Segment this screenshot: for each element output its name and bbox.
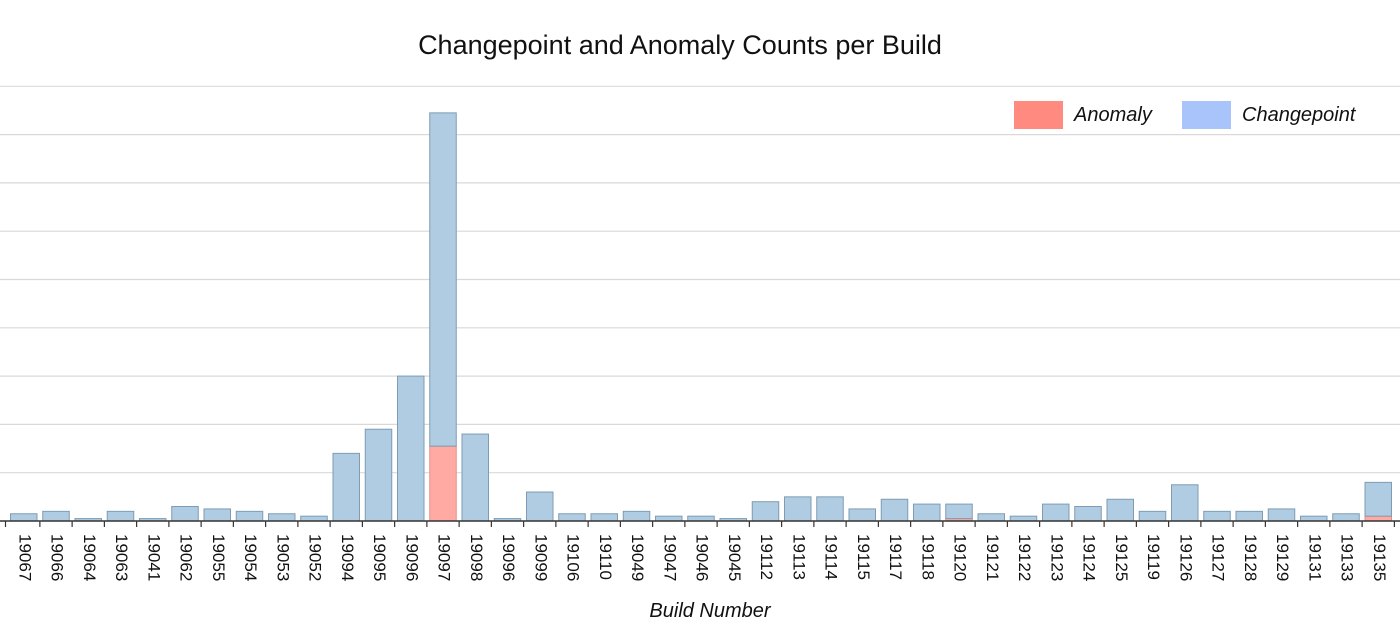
x-tick-label: 19120 <box>951 534 970 581</box>
bar-changepoint <box>1171 484 1199 522</box>
bar-changepoint <box>397 375 425 522</box>
x-tick-label: 19046 <box>693 534 712 581</box>
bar-changepoint <box>1138 510 1167 522</box>
legend-item-anomaly[interactable]: Anomaly <box>1014 101 1152 129</box>
x-tick-label: 19122 <box>1015 534 1034 581</box>
x-tick-label: 19121 <box>983 534 1002 581</box>
bar-changepoint <box>1364 481 1392 517</box>
bar-changepoint <box>784 496 812 522</box>
x-tick-label: 19097 <box>435 534 454 581</box>
x-tick-label: 19123 <box>1047 534 1066 581</box>
bar-changepoint <box>364 428 393 522</box>
x-tick-label: 19117 <box>886 534 905 580</box>
legend-swatch-anomaly <box>1014 101 1063 129</box>
x-tick-label: 19066 <box>48 534 67 581</box>
x-tick-label: 19119 <box>1144 534 1163 580</box>
bars <box>10 112 1392 522</box>
bar-changepoint <box>977 513 1005 522</box>
x-tick-label: 19099 <box>531 534 550 581</box>
bar-changepoint <box>171 506 199 522</box>
bar-changepoint <box>880 498 909 522</box>
x-tick-label: 19131 <box>1305 534 1324 581</box>
x-tick-label: 19096 <box>499 534 518 581</box>
x-tick-label: 19126 <box>1176 534 1195 581</box>
bar-changepoint <box>1106 498 1134 522</box>
x-tick-label: 19112 <box>757 534 776 580</box>
legend-label-anomaly: Anomaly <box>1074 103 1152 126</box>
x-axis <box>0 520 1400 527</box>
x-tick-label: 19125 <box>1112 534 1131 581</box>
bar-changepoint <box>751 501 780 522</box>
bar-changepoint <box>203 508 231 522</box>
bar-changepoint <box>1203 510 1231 522</box>
x-tick-label: 19047 <box>660 534 679 581</box>
x-tick-label: 19063 <box>112 534 131 581</box>
legend-item-changepoint[interactable]: Changepoint <box>1182 101 1355 129</box>
x-tick-label: 19128 <box>1241 534 1260 581</box>
bar-changepoint <box>848 508 876 522</box>
x-tick-label: 19124 <box>1080 534 1099 581</box>
bar-changepoint <box>913 503 941 522</box>
bar-changepoint <box>235 510 264 522</box>
x-tick-label: 19135 <box>1370 534 1389 581</box>
x-tick-label: 19113 <box>789 534 808 580</box>
x-tick-label: 19115 <box>854 534 873 580</box>
bar-changepoint <box>268 513 296 522</box>
bar-changepoint <box>558 513 586 522</box>
x-tick-label: 19095 <box>370 534 389 581</box>
bar-changepoint <box>106 510 135 522</box>
bar-changepoint <box>816 496 844 522</box>
x-tick-label: 19133 <box>1338 534 1357 581</box>
bar-changepoint <box>1042 503 1070 522</box>
x-tick-label: 19127 <box>1209 534 1228 581</box>
x-tick-label: 19041 <box>144 534 163 581</box>
x-tick-label: 19110 <box>596 534 615 580</box>
bar-changepoint <box>590 513 618 522</box>
x-axis-title: Build Number <box>649 600 771 622</box>
x-tick-label: 19064 <box>80 534 99 581</box>
bar-changepoint <box>10 513 38 522</box>
x-tick-label: 19118 <box>918 534 937 580</box>
x-tick-labels: 19067 19066 19064 19063 19041 19062 19055 19054… <box>15 534 1389 581</box>
bar-changepoint <box>1235 510 1263 522</box>
bar-changepoint <box>42 510 70 522</box>
x-tick-label: 19114 <box>822 534 841 580</box>
bar-changepoint <box>461 433 489 522</box>
gridlines <box>0 85 1400 474</box>
x-tick-label: 19045 <box>725 534 744 581</box>
bar-changepoint <box>1074 506 1102 522</box>
x-tick-label: 19053 <box>273 534 292 581</box>
x-tick-label: 19094 <box>338 534 357 581</box>
chart-title: Changepoint and Anomaly Counts per Build <box>418 30 942 60</box>
x-tick-label: 19129 <box>1273 534 1292 581</box>
x-tick-label: 19062 <box>177 534 196 581</box>
bar-changepoint <box>332 452 360 522</box>
x-tick-label: 19098 <box>467 534 486 581</box>
x-tick-label: 19096 <box>402 534 421 581</box>
legend-swatch-changepoint <box>1182 101 1231 129</box>
bar-changepoint <box>945 503 973 520</box>
x-tick-label: 19067 <box>15 534 34 581</box>
bar-changepoint <box>1267 508 1296 522</box>
legend-label-changepoint: Changepoint <box>1242 103 1356 126</box>
x-tick-label: 19054 <box>241 534 260 581</box>
bar-changepoint <box>429 112 457 447</box>
x-tick-label: 19055 <box>209 534 228 581</box>
bar-changepoint <box>526 491 554 522</box>
bar-anomaly <box>429 445 457 522</box>
bar-changepoint <box>622 510 651 522</box>
x-tick-label: 19052 <box>306 534 325 581</box>
x-tick-label: 19106 <box>564 534 583 581</box>
bar-changepoint <box>1332 513 1360 522</box>
x-tick-label: 19049 <box>628 534 647 581</box>
